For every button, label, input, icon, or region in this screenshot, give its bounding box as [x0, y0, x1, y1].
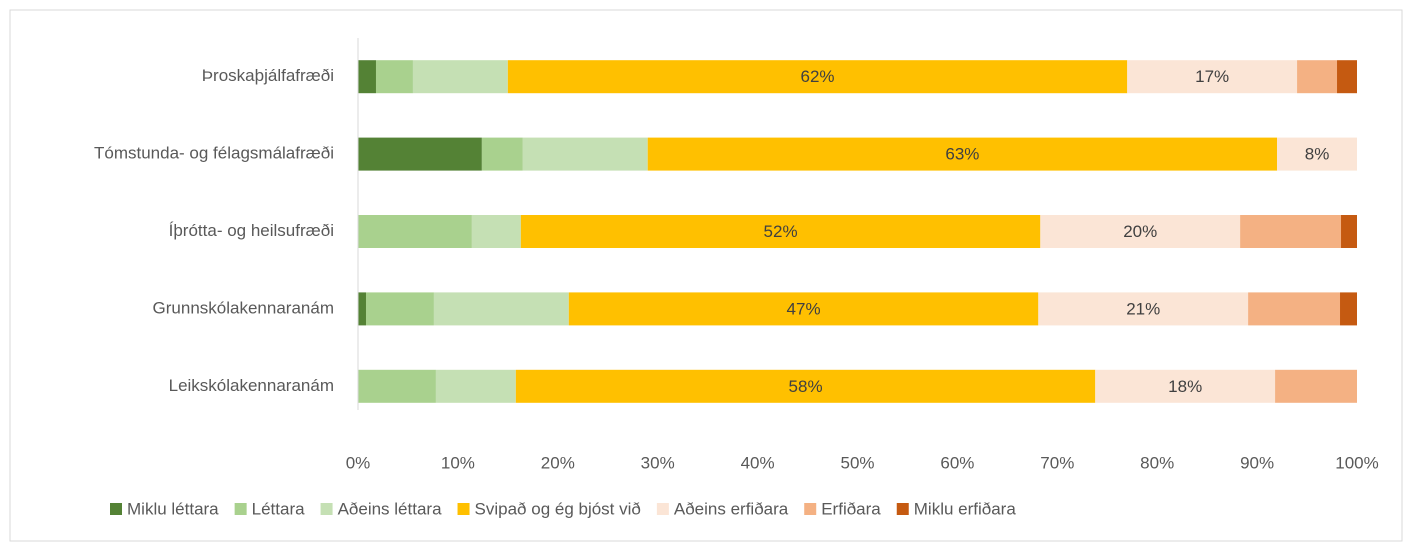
x-tick-label: 20% — [541, 453, 575, 472]
data-label: 47% — [787, 299, 821, 318]
x-tick-label: 0% — [346, 453, 371, 472]
bar-segment — [358, 369, 436, 403]
legend-swatch — [804, 503, 817, 515]
bar-segment — [1095, 369, 1276, 403]
legend-swatch — [656, 503, 669, 515]
x-tick-label: 40% — [741, 453, 775, 472]
legend-swatch — [110, 503, 122, 515]
data-label: 52% — [764, 222, 798, 241]
legend-swatch — [457, 503, 470, 515]
bar-segment — [1337, 60, 1357, 94]
x-tick-label: 90% — [1240, 453, 1274, 472]
legend-label: Aðeins erfiðara — [674, 499, 789, 518]
bar-segment — [1340, 292, 1357, 326]
bar-segment — [568, 292, 1039, 326]
bar-segment — [1240, 215, 1342, 248]
bar-segment — [647, 137, 1278, 171]
bar-segment — [1127, 60, 1298, 94]
data-label: 62% — [801, 67, 835, 86]
bar-segment — [375, 60, 413, 94]
bar-segment — [412, 60, 508, 94]
x-tick-label: 30% — [641, 453, 675, 472]
data-label: 18% — [1168, 377, 1202, 396]
x-tick-label: 10% — [441, 453, 475, 472]
y-tick-label: Þroskaþjálfafræði — [202, 66, 334, 85]
x-tick-label: 80% — [1140, 453, 1174, 472]
x-tick-label: 50% — [840, 453, 874, 472]
legend-label: Erfiðara — [821, 499, 881, 518]
legend-label: Miklu léttara — [127, 499, 219, 518]
data-label: 21% — [1126, 299, 1160, 318]
bar-segment — [481, 137, 523, 171]
data-label: 17% — [1195, 67, 1229, 86]
y-tick-label: Tómstunda- og félagsmálafræði — [94, 144, 334, 163]
data-label: 58% — [789, 377, 823, 396]
bar-segment — [515, 369, 1096, 403]
legend-swatch — [320, 503, 333, 515]
bar-segment — [1297, 60, 1338, 94]
bar-segment — [435, 369, 516, 403]
legend-label: Léttara — [252, 499, 305, 518]
legend-label: Miklu erfiðara — [914, 499, 1017, 518]
x-tick-label: 100% — [1335, 453, 1378, 472]
bar-segment — [358, 60, 376, 94]
bar-segment — [358, 137, 482, 171]
bar-segment — [522, 137, 648, 171]
bar-segment — [433, 292, 569, 326]
bar-segment — [358, 292, 366, 326]
x-tick-label: 60% — [940, 453, 974, 472]
bar-segment — [1277, 137, 1357, 171]
data-label: 20% — [1123, 222, 1157, 241]
bar-segment — [471, 215, 521, 248]
legend-label: Aðeins léttara — [338, 499, 442, 518]
y-tick-label: Íþrótta- og heilsufræði — [169, 221, 334, 240]
y-tick-label: Leikskólakennaranám — [169, 376, 334, 395]
bar-segment — [365, 292, 434, 326]
bar-segment — [1038, 292, 1249, 326]
data-label: 63% — [945, 145, 979, 164]
bar-segment — [358, 215, 472, 248]
data-label: 8% — [1305, 145, 1330, 164]
bar-segment — [1275, 369, 1357, 403]
bar-segment — [1248, 292, 1341, 326]
bar-segment — [1341, 215, 1357, 248]
chart-border — [9, 9, 1403, 542]
legend-swatch — [896, 503, 909, 515]
bar-segment — [520, 215, 1041, 248]
bar-segment — [507, 60, 1128, 94]
legend-swatch — [234, 503, 247, 515]
legend-label: Svipað og ég bjóst við — [475, 499, 641, 518]
y-tick-label: Grunnskólakennaranám — [153, 298, 334, 317]
bar-segment — [1040, 215, 1241, 248]
x-tick-label: 70% — [1040, 453, 1074, 472]
